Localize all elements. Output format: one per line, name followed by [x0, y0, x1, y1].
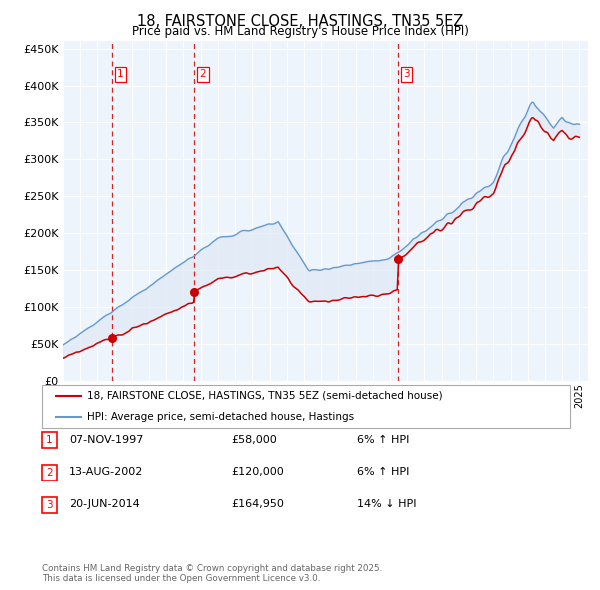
Text: 2: 2 — [46, 468, 53, 477]
Text: 2: 2 — [199, 70, 206, 80]
Text: 1: 1 — [117, 70, 124, 80]
Text: £58,000: £58,000 — [231, 435, 277, 444]
Text: £120,000: £120,000 — [231, 467, 284, 477]
Text: 1: 1 — [46, 435, 53, 445]
Text: 18, FAIRSTONE CLOSE, HASTINGS, TN35 5EZ (semi-detached house): 18, FAIRSTONE CLOSE, HASTINGS, TN35 5EZ … — [87, 391, 443, 401]
Text: 3: 3 — [46, 500, 53, 510]
Text: 13-AUG-2002: 13-AUG-2002 — [69, 467, 143, 477]
Text: Price paid vs. HM Land Registry's House Price Index (HPI): Price paid vs. HM Land Registry's House … — [131, 25, 469, 38]
Text: 20-JUN-2014: 20-JUN-2014 — [69, 500, 140, 509]
Text: 18, FAIRSTONE CLOSE, HASTINGS, TN35 5EZ: 18, FAIRSTONE CLOSE, HASTINGS, TN35 5EZ — [137, 14, 463, 28]
Text: 6% ↑ HPI: 6% ↑ HPI — [357, 435, 409, 444]
Text: 14% ↓ HPI: 14% ↓ HPI — [357, 500, 416, 509]
Text: 3: 3 — [403, 70, 410, 80]
Text: 6% ↑ HPI: 6% ↑ HPI — [357, 467, 409, 477]
Text: £164,950: £164,950 — [231, 500, 284, 509]
Text: 07-NOV-1997: 07-NOV-1997 — [69, 435, 143, 444]
FancyBboxPatch shape — [42, 385, 570, 428]
Text: HPI: Average price, semi-detached house, Hastings: HPI: Average price, semi-detached house,… — [87, 412, 354, 422]
Text: Contains HM Land Registry data © Crown copyright and database right 2025.
This d: Contains HM Land Registry data © Crown c… — [42, 563, 382, 583]
